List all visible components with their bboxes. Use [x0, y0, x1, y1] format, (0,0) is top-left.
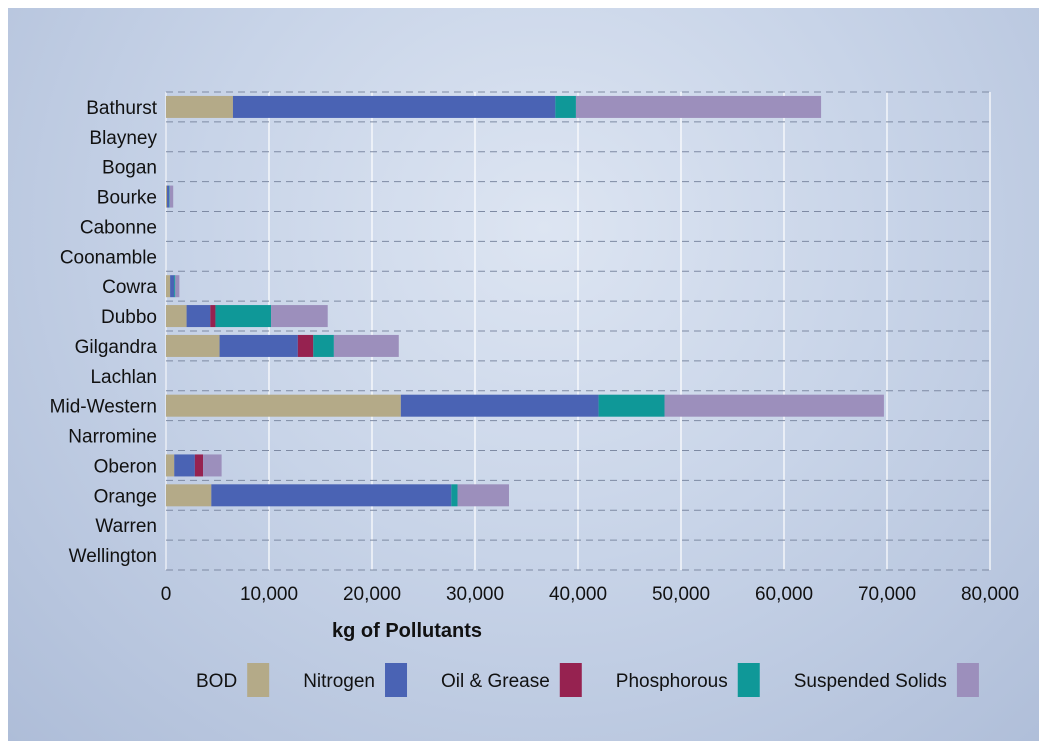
category-label: Bourke	[97, 188, 157, 209]
bar-segment	[271, 305, 328, 328]
bar-segment	[232, 95, 556, 118]
bar-segment	[166, 305, 187, 328]
legend-swatch	[385, 663, 408, 697]
bar-segment	[174, 454, 195, 477]
x-tick-label: 0	[161, 584, 172, 605]
bar-segment	[169, 185, 174, 208]
bar-segment	[175, 275, 180, 298]
category-label: Gilgandra	[75, 337, 158, 358]
legend-label: Suspended Solids	[794, 671, 947, 692]
legend-label: Phosphorous	[616, 671, 728, 692]
bar-segment	[333, 334, 399, 357]
category-label: Coonamble	[60, 247, 157, 268]
x-tick-label: 20,000	[343, 584, 401, 605]
x-tick-label: 60,000	[755, 584, 813, 605]
bar-segment	[598, 394, 665, 417]
legend: BOD Nitrogen Oil & Grease Phosphorous Suspen…	[196, 663, 979, 697]
bar-segment	[203, 454, 222, 477]
category-label: Dubbo	[101, 307, 157, 328]
bar-segment	[170, 275, 175, 298]
bar-segment	[166, 275, 171, 298]
bar-segment	[166, 95, 233, 118]
bar-segment	[186, 305, 211, 328]
category-label: Narromine	[68, 427, 157, 448]
legend-swatch	[956, 663, 979, 697]
category-label: Wellington	[69, 546, 157, 567]
grid-layer	[165, 91, 991, 571]
bar-segment	[211, 484, 452, 507]
category-label: Cowra	[102, 277, 157, 298]
bar-segment	[194, 454, 204, 477]
legend-label: Oil & Grease	[441, 671, 550, 692]
category-label: Lachlan	[90, 367, 157, 388]
bar-segment	[451, 484, 458, 507]
bar-segment	[166, 454, 175, 477]
category-label: Blayney	[89, 128, 157, 149]
bar-segment	[167, 185, 170, 208]
x-tick-label: 30,000	[446, 584, 504, 605]
pollutants-bar-chart: Bathurst Blayney Bogan Bourke Cabonne Coonamb…	[50, 91, 1019, 697]
bar-segment	[174, 275, 176, 298]
chart-panel: Bathurst Blayney Bogan Bourke Cabonne Coonamb…	[8, 8, 1039, 741]
x-tick-label: 70,000	[858, 584, 916, 605]
bar-segment	[169, 185, 170, 208]
bar-segment	[166, 185, 168, 208]
bar-segment	[400, 394, 599, 417]
bar-segment	[219, 334, 298, 357]
bar-segment	[555, 95, 576, 118]
category-label: Mid-Western	[50, 397, 157, 418]
bar-segment	[575, 95, 822, 118]
bar-segment	[215, 305, 272, 328]
category-label: Orange	[94, 486, 157, 507]
bar-segment	[210, 305, 216, 328]
category-label: Cabonne	[80, 217, 157, 238]
bar-segment	[166, 334, 220, 357]
x-tick-label: 50,000	[652, 584, 710, 605]
bar-segment	[457, 484, 509, 507]
x-tick-labels: 0 10,000 20,000 30,000 40,000 50,000 60,000 70,…	[161, 584, 1019, 605]
category-label: Bogan	[102, 158, 157, 179]
bars-layer	[166, 95, 884, 507]
category-label: Warren	[95, 516, 157, 537]
bar-segment	[166, 394, 401, 417]
x-tick-label: 80,000	[961, 584, 1019, 605]
legend-swatch	[247, 663, 270, 697]
x-tick-label: 40,000	[549, 584, 607, 605]
bar-segment	[297, 334, 314, 357]
category-label: Bathurst	[86, 98, 157, 119]
category-label: Oberon	[94, 456, 157, 477]
bar-segment	[313, 334, 334, 357]
bar-segment	[166, 484, 212, 507]
legend-label: Nitrogen	[303, 671, 375, 692]
x-axis-title: kg of Pollutants	[332, 620, 482, 642]
x-tick-label: 10,000	[240, 584, 298, 605]
legend-swatch	[737, 663, 760, 697]
legend-swatch	[559, 663, 582, 697]
category-labels: Bathurst Blayney Bogan Bourke Cabonne Coonamb…	[50, 98, 158, 567]
bar-segment	[664, 394, 884, 417]
legend-label: BOD	[196, 671, 237, 692]
